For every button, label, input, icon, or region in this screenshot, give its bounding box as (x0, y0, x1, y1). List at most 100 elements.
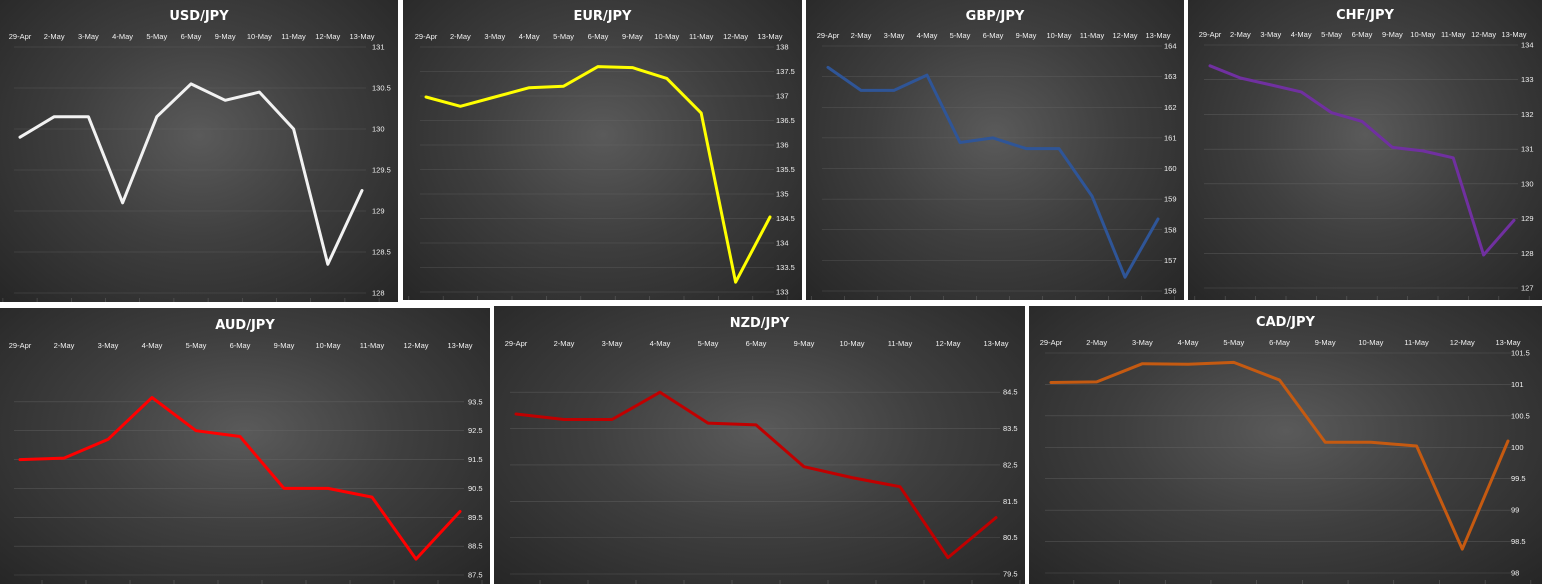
cad-jpy-y-tick-label: 101 (1511, 380, 1524, 389)
aud-jpy-y-tick-label: 91.5 (468, 455, 483, 464)
eur-jpy-y-tick-label: 138 (776, 43, 789, 52)
usd-jpy-y-tick-label: 129 (372, 207, 385, 216)
nzd-jpy-series-line (514, 390, 998, 560)
eur-jpy-x-category-label: 9-May (622, 32, 643, 41)
eur-jpy-x-category-label: 11-May (689, 32, 714, 41)
aud-jpy-y-tick-label: 89.5 (468, 513, 483, 522)
aud-jpy-x-category-label: 13-May (447, 341, 472, 350)
gbp-jpy-y-tick-label: 162 (1164, 103, 1177, 112)
eur-jpy-x-category-label: 6-May (588, 32, 609, 41)
gbp-jpy-x-category-label: 5-May (950, 31, 971, 40)
gbp-jpy-y-tick-label: 159 (1164, 195, 1177, 204)
nzd-jpy-x-category-label: 10-May (839, 339, 864, 348)
nzd-jpy-y-tick-label: 83.5 (1003, 424, 1018, 433)
gbp-jpy-x-category-label: 29-Apr (817, 31, 840, 40)
gbp-jpy-y-tick-label: 156 (1164, 287, 1177, 296)
aud-jpy-x-category-label: 12-May (403, 341, 428, 350)
usd-jpy-y-tick-label: 128 (372, 289, 385, 298)
gbp-jpy-series-line (826, 65, 1160, 279)
cad-jpy-y-tick-label: 99 (1511, 506, 1519, 515)
usd-jpy-x-category-label: 29-Apr (9, 32, 32, 41)
gbp-jpy-x-category-label: 12-May (1112, 31, 1137, 40)
usd-jpy-y-tick-label: 129.5 (372, 166, 391, 175)
eur-jpy-y-tick-label: 137 (776, 92, 789, 101)
chf-jpy-y-tick-label: 132 (1521, 110, 1534, 119)
eur-jpy-y-tick-label: 133.5 (776, 263, 795, 272)
chf-jpy-chart-panel: 134 133 132 131 130 129 128 127 CHF/JPY 29-Apr 2-M… (1188, 0, 1542, 300)
aud-jpy-y-tick-label: 90.5 (468, 484, 483, 493)
usd-jpy-series-line (18, 82, 364, 266)
cad-jpy-x-category-label: 3-May (1132, 338, 1153, 347)
cad-jpy-chart-title: CAD/JPY (1256, 315, 1316, 330)
nzd-jpy-x-category-label: 3-May (602, 339, 623, 348)
chf-jpy-x-category-label: 9-May (1382, 30, 1403, 39)
gbp-jpy-x-category-label: 10-May (1046, 31, 1071, 40)
chf-jpy-y-tick-label: 128 (1521, 249, 1534, 258)
nzd-jpy-x-category-label: 9-May (794, 339, 815, 348)
cad-jpy-y-tick-label: 99.5 (1511, 474, 1526, 483)
cad-jpy-x-category-label: 5-May (1223, 338, 1244, 347)
eur-jpy-x-category-label: 13-May (757, 32, 782, 41)
usd-jpy-x-category-label: 3-May (78, 32, 99, 41)
chf-jpy-x-category-label: 4-May (1291, 30, 1312, 39)
aud-jpy-x-category-label: 6-May (230, 341, 251, 350)
nzd-jpy-y-tick-label: 84.5 (1003, 388, 1018, 397)
aud-jpy-chart-panel: 93.5 92.5 91.5 90.5 89.5 88.5 87.5 AUD/JPY 29-Ap… (0, 308, 490, 584)
usd-jpy-x-category-label: 13-May (349, 32, 374, 41)
chf-jpy-y-tick-label: 130 (1521, 179, 1534, 188)
chf-jpy-y-tick-label: 134 (1521, 41, 1534, 50)
cad-jpy-x-category-label: 2-May (1086, 338, 1107, 347)
eur-jpy-x-category-label: 12-May (723, 32, 748, 41)
eur-jpy-y-tick-label: 136 (776, 141, 789, 150)
gbp-jpy-x-category-label: 13-May (1145, 31, 1170, 40)
aud-jpy-x-category-label: 2-May (54, 341, 75, 350)
usd-jpy-x-category-label: 12-May (315, 32, 340, 41)
aud-jpy-chart: 93.5 92.5 91.5 90.5 89.5 88.5 87.5 AUD/JPY 29-Ap… (9, 318, 483, 584)
chf-jpy-y-tick-label: 131 (1521, 145, 1534, 154)
gbp-jpy-y-tick-label: 164 (1164, 42, 1177, 51)
aud-jpy-y-tick-label: 92.5 (468, 426, 483, 435)
eur-jpy-chart: 138 137.5 137 136.5 136 135.5 135 134.5 134 133.5… (408, 9, 795, 300)
usd-jpy-y-tick-label: 128.5 (372, 248, 391, 257)
gbp-jpy-y-tick-label: 157 (1164, 256, 1177, 265)
eur-jpy-y-tick-label: 135.5 (776, 165, 795, 174)
cad-jpy-x-category-label: 13-May (1495, 338, 1520, 347)
usd-jpy-y-tick-label: 130 (372, 125, 385, 134)
eur-jpy-y-tick-label: 136.5 (776, 116, 795, 125)
eur-jpy-x-category-label: 4-May (519, 32, 540, 41)
nzd-jpy-x-category-label: 4-May (650, 339, 671, 348)
eur-jpy-x-category-label: 29-Apr (415, 32, 438, 41)
gbp-jpy-x-category-label: 6-May (983, 31, 1004, 40)
cad-jpy-x-category-label: 4-May (1178, 338, 1199, 347)
cad-jpy-x-category-label: 10-May (1358, 338, 1383, 347)
usd-jpy-x-category-label: 6-May (181, 32, 202, 41)
nzd-jpy-chart-title: NZD/JPY (730, 316, 790, 331)
eur-jpy-y-tick-label: 134.5 (776, 214, 795, 223)
nzd-jpy-x-category-label: 12-May (935, 339, 960, 348)
gbp-jpy-y-tick-label: 158 (1164, 225, 1177, 234)
chf-jpy-x-category-label: 11-May (1441, 30, 1466, 39)
nzd-jpy-x-category-label: 11-May (888, 339, 913, 348)
nzd-jpy-x-category-label: 5-May (698, 339, 719, 348)
cad-jpy-x-category-label: 11-May (1404, 338, 1429, 347)
gbp-jpy-x-category-label: 11-May (1080, 31, 1105, 40)
usd-jpy-x-category-label: 10-May (247, 32, 272, 41)
aud-jpy-x-category-label: 29-Apr (9, 341, 32, 350)
cad-jpy-y-tick-label: 98.5 (1511, 537, 1526, 546)
usd-jpy-chart-panel: 131 130.5 130 129.5 129 128.5 128 USD/JPY 29-Apr… (0, 0, 398, 302)
gbp-jpy-chart: 164 163 162 161 160 159 158 157 156 GBP/JPY 29-Apr… (811, 9, 1177, 300)
aud-jpy-x-category-label: 9-May (274, 341, 295, 350)
gbp-jpy-y-tick-label: 161 (1164, 133, 1177, 142)
eur-jpy-y-tick-label: 133 (776, 288, 789, 297)
nzd-jpy-y-tick-label: 80.5 (1003, 533, 1018, 542)
eur-jpy-chart-title: EUR/JPY (574, 9, 633, 24)
usd-jpy-x-category-label: 5-May (146, 32, 167, 41)
gbp-jpy-x-category-label: 3-May (884, 31, 905, 40)
gbp-jpy-chart-title: GBP/JPY (966, 9, 1025, 24)
aud-jpy-x-category-label: 11-May (360, 341, 385, 350)
cad-jpy-y-tick-label: 98 (1511, 569, 1519, 578)
eur-jpy-y-tick-label: 134 (776, 239, 789, 248)
gbp-jpy-y-tick-label: 160 (1164, 164, 1177, 173)
eur-jpy-x-category-label: 2-May (450, 32, 471, 41)
eur-jpy-x-category-label: 5-May (553, 32, 574, 41)
